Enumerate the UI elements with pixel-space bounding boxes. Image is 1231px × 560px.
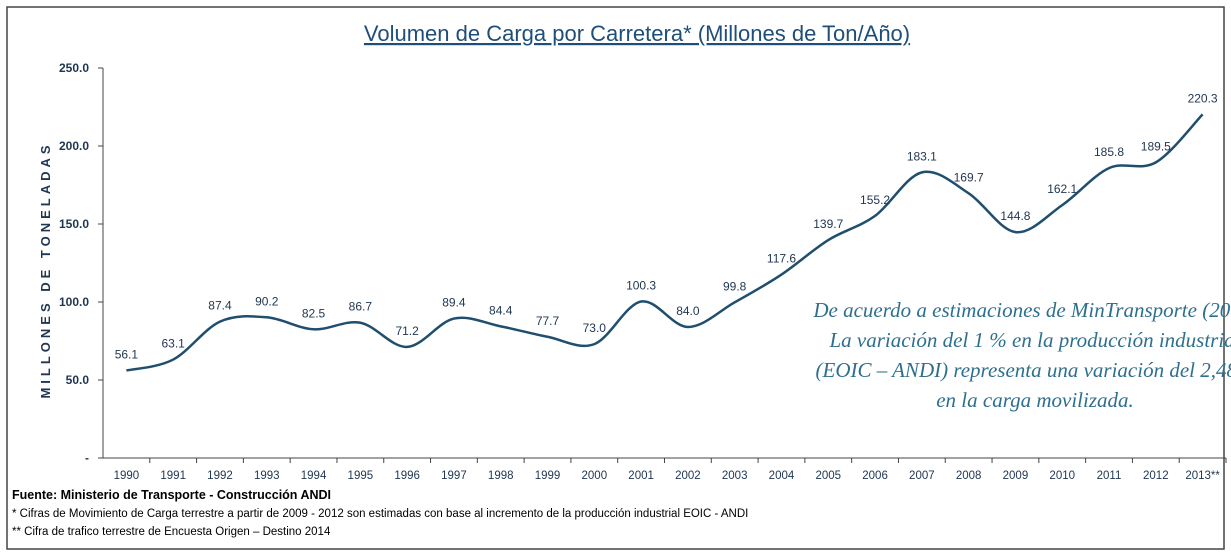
- x-tick-label: 1994: [301, 470, 327, 482]
- x-tick-label: 1992: [207, 470, 233, 482]
- footnote: Fuente: Ministerio de Transporte - Const…: [12, 488, 331, 502]
- x-tick-label: 1997: [441, 470, 467, 482]
- x-tick-label: 2007: [909, 470, 935, 482]
- y-tick-label: -: [85, 451, 89, 465]
- data-label: 155.2: [860, 193, 890, 207]
- footnote: ** Cifra de trafico terrestre de Encuest…: [12, 526, 331, 538]
- chart-title: Volumen de Carga por Carretera* (Millone…: [364, 21, 910, 46]
- frame: [6, 6, 1225, 550]
- data-label: 84.0: [676, 304, 700, 318]
- x-tick-label: 2013**: [1185, 470, 1220, 482]
- data-label: 189.5: [1141, 139, 1171, 153]
- data-label: 84.4: [489, 303, 513, 317]
- footnote: * Cifras de Movimiento de Carga terrestr…: [12, 508, 748, 520]
- data-label: 56.1: [115, 347, 139, 361]
- data-label: 100.3: [626, 279, 656, 293]
- data-label: 117.6: [767, 252, 796, 266]
- x-tick-label: 1991: [160, 470, 186, 482]
- data-label: 99.8: [723, 279, 747, 293]
- data-label: 183.1: [907, 149, 937, 163]
- x-tick-label: 1996: [394, 470, 420, 482]
- data-line: [126, 113, 1204, 372]
- data-label: 77.7: [536, 314, 560, 328]
- y-tick-label: 250.0: [59, 61, 89, 75]
- data-label: 220.3: [1188, 91, 1218, 105]
- y-tick-label: 50.0: [66, 373, 90, 387]
- x-tick-label: 1993: [254, 470, 280, 482]
- x-tick-label: 2005: [815, 470, 841, 482]
- x-tick-label: 2011: [1097, 470, 1122, 482]
- data-label: 185.8: [1094, 145, 1124, 159]
- data-label: 86.7: [349, 300, 373, 314]
- annotation: La variación del 1 % en la producción in…: [828, 328, 1231, 352]
- x-tick-label: 2009: [1003, 470, 1029, 482]
- x-tick-label: 2012: [1143, 470, 1169, 482]
- data-label: 144.8: [1000, 209, 1030, 223]
- x-tick-label: 2003: [722, 470, 748, 482]
- x-tick-label: 2002: [675, 470, 701, 482]
- x-tick-label: 1990: [114, 470, 140, 482]
- annotation: De acuerdo a estimaciones de MinTranspor…: [812, 298, 1231, 322]
- data-label: 63.1: [162, 337, 186, 351]
- data-label: 89.4: [442, 296, 466, 310]
- data-label: 71.2: [395, 324, 419, 338]
- x-tick-label: 2010: [1049, 470, 1075, 482]
- x-tick-label: 2004: [769, 470, 795, 482]
- x-tick-label: 2000: [582, 470, 608, 482]
- x-tick-label: 2006: [862, 470, 888, 482]
- y-tick-label: 100.0: [59, 295, 89, 309]
- y-tick-label: 150.0: [59, 217, 89, 231]
- data-label: 139.7: [813, 217, 843, 231]
- data-label: 87.4: [208, 299, 232, 313]
- x-tick-label: 1998: [488, 470, 514, 482]
- data-label: 73.0: [583, 321, 607, 335]
- data-label: 82.5: [302, 306, 326, 320]
- data-label: 169.7: [954, 170, 984, 184]
- data-label: 90.2: [255, 294, 279, 308]
- y-axis-label: MILLONES DE TONELADAS: [38, 141, 53, 398]
- y-tick-label: 200.0: [59, 139, 89, 153]
- annotation: (EOIC – ANDI) representa una variación d…: [816, 358, 1231, 382]
- x-tick-label: 1999: [535, 470, 561, 482]
- data-label: 162.1: [1047, 182, 1077, 196]
- x-tick-label: 2001: [628, 470, 654, 482]
- annotation: en la carga movilizada.: [936, 388, 1134, 412]
- x-tick-label: 2008: [956, 470, 982, 482]
- x-tick-label: 1995: [348, 470, 374, 482]
